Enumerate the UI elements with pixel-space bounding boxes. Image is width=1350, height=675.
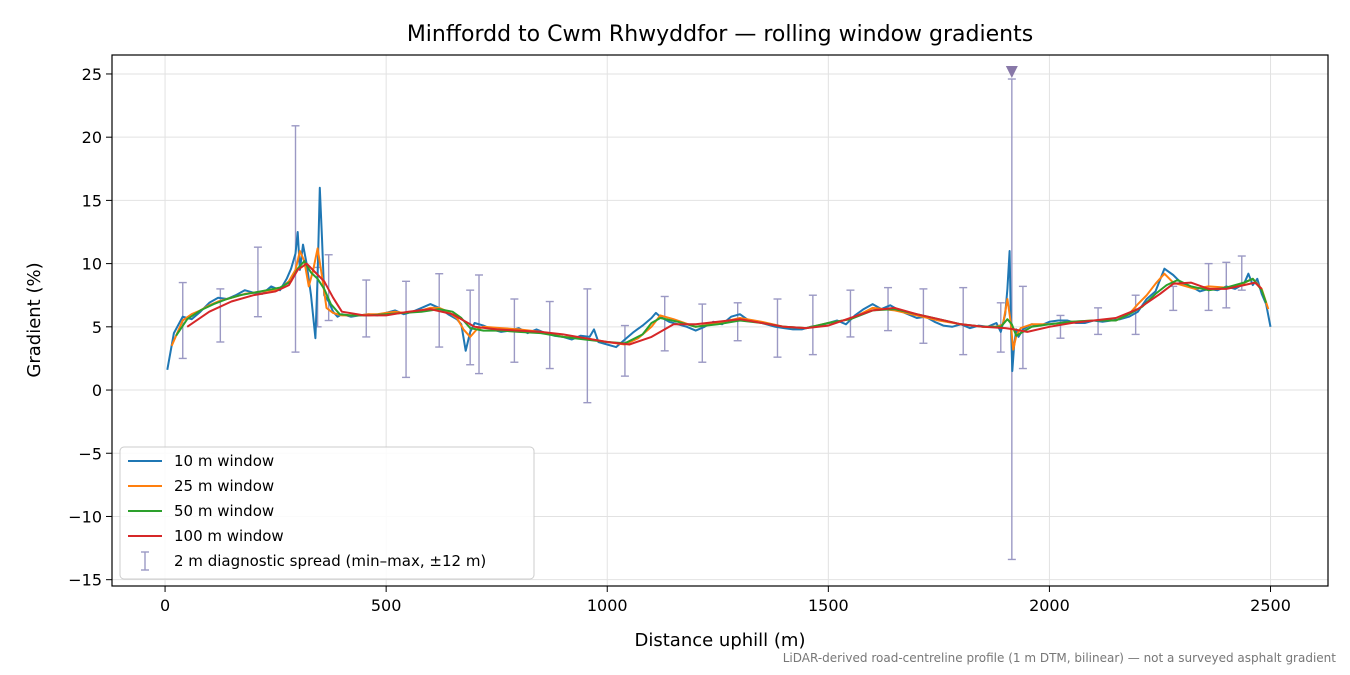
legend-label: 100 m window	[174, 527, 284, 545]
series-line	[166, 186, 1272, 373]
legend-label: 25 m window	[174, 477, 274, 495]
x-axis-label: Distance uphill (m)	[635, 630, 806, 651]
x-tick-label: 2500	[1250, 596, 1291, 615]
clipped-marker	[1005, 66, 1018, 78]
series-line	[175, 260, 1268, 345]
legend-label: 10 m window	[174, 452, 274, 470]
y-tick-label: −15	[68, 571, 102, 590]
x-axis-ticks: 0 500 1000 1500 2000 2500	[160, 586, 1291, 615]
y-tick-label: −5	[78, 444, 102, 463]
x-tick-label: 2000	[1029, 596, 1070, 615]
x-tick-label: 1500	[808, 596, 849, 615]
x-tick-label: 0	[160, 596, 170, 615]
legend-box	[119, 446, 535, 580]
y-tick-label: 10	[82, 255, 102, 274]
x-tick-label: 1000	[587, 596, 628, 615]
y-axis-label: Gradient (%)	[24, 262, 45, 377]
y-tick-label: 0	[92, 381, 102, 400]
chart-title: Minffordd to Cwm Rhwyddfor — rolling win…	[407, 22, 1033, 47]
y-tick-label: 25	[82, 65, 102, 84]
footnote: LiDAR-derived road-centreline profile (1…	[782, 651, 1336, 665]
legend: 10 m window 25 m window 50 m window 100 m w…	[119, 446, 535, 580]
plot-frame	[111, 54, 1329, 587]
series-lines	[166, 186, 1272, 373]
y-axis-ticks: −15 −10 −5 0 5 10 15 20 25	[68, 65, 112, 590]
x-tick-label: 500	[371, 596, 402, 615]
legend-label: 50 m window	[174, 502, 274, 520]
y-tick-label: 20	[82, 128, 102, 147]
y-tick-label: 5	[92, 318, 102, 337]
series-line	[186, 262, 1263, 346]
y-tick-label: −10	[68, 507, 102, 526]
legend-label: 2 m diagnostic spread (min–max, ±12 m)	[174, 552, 486, 570]
y-tick-label: 15	[82, 191, 102, 210]
